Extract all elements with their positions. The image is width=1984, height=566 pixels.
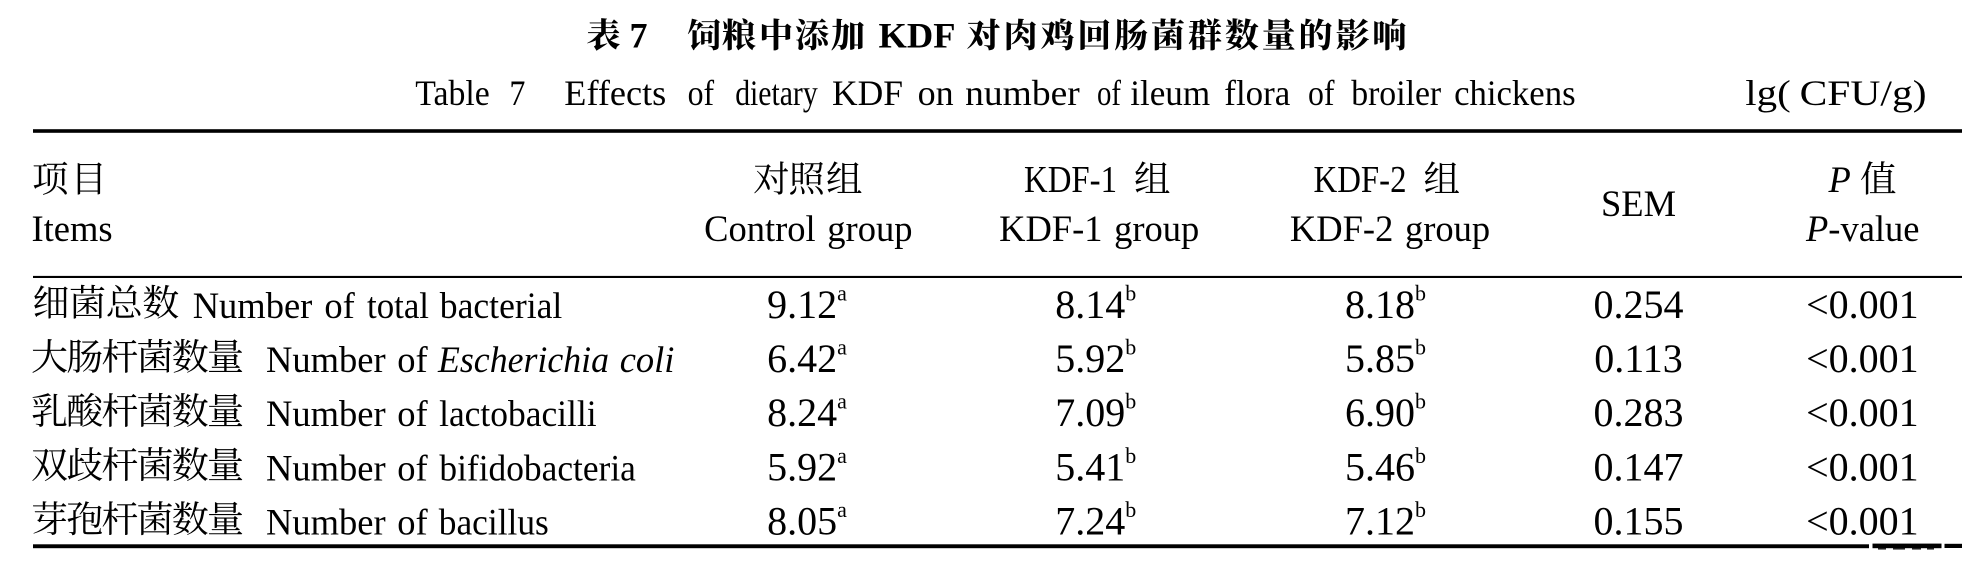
svg-text:0.147: 0.147 [1594, 444, 1684, 489]
svg-text:dietary: dietary [735, 73, 818, 113]
svg-text:5.41b: 5.41b [1055, 443, 1136, 490]
svg-text:0.254: 0.254 [1594, 282, 1684, 327]
svg-text:bacterial: bacterial [440, 285, 563, 326]
svg-text:0.113: 0.113 [1594, 336, 1683, 381]
svg-text:of: of [324, 285, 355, 326]
svg-text:KDF-1: KDF-1 [1024, 159, 1117, 201]
svg-text:bifidobacteria: bifidobacteria [439, 447, 636, 488]
svg-text:Number: Number [266, 501, 386, 542]
svg-text:SEM: SEM [1601, 183, 1676, 224]
svg-text:Table: Table [415, 73, 490, 113]
svg-text:KDF-1 group: KDF-1 group [999, 208, 1199, 249]
svg-text:flora: flora [1224, 73, 1290, 113]
svg-text:number: number [965, 73, 1080, 113]
svg-text:P: P [1828, 159, 1851, 200]
svg-text:Number: Number [193, 285, 313, 326]
svg-text:<0.001: <0.001 [1806, 390, 1919, 435]
svg-text:of: of [397, 447, 428, 488]
svg-text:ileum: ileum [1130, 73, 1210, 113]
svg-text:7.12b: 7.12b [1345, 497, 1426, 544]
svg-text:on: on [918, 73, 954, 113]
svg-text:KDF-2 group: KDF-2 group [1290, 208, 1490, 249]
svg-text:8.05a: 8.05a [767, 497, 847, 544]
svg-text:broiler: broiler [1351, 73, 1441, 113]
svg-text:5.92a: 5.92a [767, 443, 847, 490]
svg-text:7: 7 [630, 15, 648, 55]
svg-text:0.283: 0.283 [1594, 390, 1684, 435]
svg-text:of: of [1308, 73, 1335, 113]
svg-text:P-value: P-value [1805, 208, 1920, 249]
svg-text:7: 7 [509, 73, 525, 113]
svg-text:5.46b: 5.46b [1345, 443, 1426, 490]
svg-text:6.90b: 6.90b [1345, 389, 1426, 436]
svg-text:8.14b: 8.14b [1055, 281, 1136, 328]
svg-text:6.42a: 6.42a [767, 335, 847, 382]
svg-text:of: of [397, 339, 428, 380]
svg-text:0.155: 0.155 [1594, 498, 1684, 543]
svg-text:8.18b: 8.18b [1345, 281, 1426, 328]
svg-text:of: of [688, 73, 715, 113]
svg-text:Control group: Control group [704, 208, 912, 249]
svg-text:8.24a: 8.24a [767, 389, 847, 436]
svg-text:<0.001: <0.001 [1806, 444, 1919, 489]
svg-text:Items: Items [32, 208, 113, 249]
svg-text:chickens: chickens [1454, 73, 1576, 113]
svg-text:Escherichia: Escherichia [437, 339, 609, 380]
svg-text:CFU/g): CFU/g) [1800, 73, 1927, 113]
svg-text:coli: coli [620, 339, 675, 380]
svg-text:bacillus: bacillus [439, 501, 549, 542]
svg-text:7.24b: 7.24b [1055, 497, 1136, 544]
svg-text:Number: Number [266, 339, 386, 380]
svg-text:total: total [367, 285, 429, 326]
svg-text:KDF: KDF [879, 15, 956, 55]
svg-text:<0.001: <0.001 [1806, 498, 1919, 543]
svg-text:Effects: Effects [564, 73, 666, 113]
svg-text:<0.001: <0.001 [1806, 282, 1919, 327]
svg-text:lg(: lg( [1745, 73, 1791, 113]
svg-text:7.09b: 7.09b [1055, 389, 1136, 436]
svg-text:5.92b: 5.92b [1055, 335, 1136, 382]
svg-text:of: of [397, 501, 428, 542]
svg-text:KDF: KDF [832, 73, 903, 113]
svg-text:5.85b: 5.85b [1345, 335, 1426, 382]
svg-text:of: of [397, 393, 428, 434]
svg-text:Number: Number [266, 447, 386, 488]
svg-text:of: of [1097, 73, 1121, 113]
svg-text:<0.001: <0.001 [1806, 336, 1919, 381]
svg-text:lactobacilli: lactobacilli [439, 393, 596, 434]
svg-text:KDF-2: KDF-2 [1314, 159, 1407, 201]
svg-text:9.12a: 9.12a [767, 281, 847, 328]
svg-text:Number: Number [266, 393, 386, 434]
